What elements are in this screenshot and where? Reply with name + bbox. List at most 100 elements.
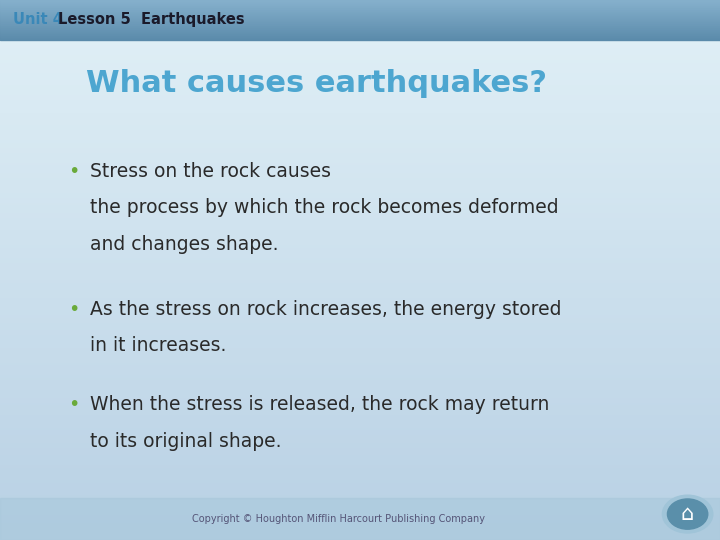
Bar	[0, 526, 720, 530]
Bar	[0, 8, 720, 9]
Bar	[0, 354, 720, 357]
Bar	[0, 396, 720, 400]
Bar	[0, 427, 720, 430]
Bar	[0, 34, 720, 35]
Bar	[0, 25, 720, 26]
Bar	[0, 11, 720, 12]
Bar	[0, 531, 720, 535]
Bar	[0, 122, 720, 125]
Bar	[0, 76, 720, 80]
Bar	[0, 79, 720, 83]
Bar	[0, 522, 720, 525]
Bar	[0, 15, 720, 16]
Bar	[0, 294, 720, 298]
Bar	[0, 419, 720, 422]
Bar	[0, 9, 720, 10]
Text: •: •	[68, 300, 80, 319]
Bar	[0, 7, 720, 8]
Bar	[0, 461, 720, 465]
Bar	[0, 379, 720, 382]
Bar	[0, 511, 720, 515]
Bar	[0, 274, 720, 278]
Text: •: •	[68, 162, 80, 181]
Bar	[0, 12, 720, 14]
Bar	[0, 157, 720, 160]
Bar	[0, 0, 720, 1]
Text: What causes earthquakes?: What causes earthquakes?	[86, 69, 547, 98]
Bar	[0, 284, 720, 287]
Bar	[0, 299, 720, 302]
Bar	[0, 441, 720, 445]
Bar	[0, 124, 720, 127]
Bar	[0, 38, 720, 39]
Bar	[0, 17, 720, 18]
Bar	[0, 314, 720, 318]
Bar	[0, 344, 720, 347]
Bar	[0, 17, 720, 19]
Bar	[0, 5, 720, 6]
Bar	[0, 482, 720, 485]
Bar	[0, 189, 720, 192]
Bar	[0, 44, 720, 48]
Bar	[0, 484, 720, 488]
Bar	[0, 306, 720, 310]
Bar	[0, 109, 720, 112]
Bar	[0, 199, 720, 202]
Circle shape	[667, 499, 708, 529]
Bar	[0, 404, 720, 408]
Bar	[0, 166, 720, 170]
Bar	[0, 507, 720, 510]
Bar	[0, 249, 720, 253]
Bar	[0, 126, 720, 130]
Bar	[0, 35, 720, 36]
Bar	[0, 3, 720, 4]
Bar	[0, 144, 720, 147]
Bar	[0, 2, 720, 3]
Bar	[0, 27, 720, 28]
Bar	[0, 341, 720, 345]
Bar	[0, 214, 720, 218]
Bar	[0, 30, 720, 31]
Bar	[0, 10, 720, 11]
Bar	[0, 24, 720, 25]
Bar	[0, 84, 720, 87]
Bar	[0, 146, 720, 150]
Bar	[0, 439, 720, 442]
Bar	[0, 401, 720, 405]
Bar	[0, 1, 720, 2]
Bar	[0, 31, 720, 32]
Bar	[0, 151, 720, 155]
Bar	[0, 221, 720, 225]
Bar	[0, 33, 720, 35]
Bar	[0, 8, 720, 9]
Text: Lesson 5  Earthquakes: Lesson 5 Earthquakes	[58, 12, 244, 28]
Bar	[0, 259, 720, 262]
Bar	[0, 252, 720, 255]
Bar	[0, 39, 720, 40]
Bar	[0, 104, 720, 107]
Bar	[0, 181, 720, 185]
Bar	[0, 131, 720, 135]
Bar	[0, 0, 720, 1]
Bar	[0, 254, 720, 258]
Bar	[0, 374, 720, 377]
Bar	[0, 14, 720, 15]
Bar	[0, 356, 720, 360]
Bar	[0, 29, 720, 30]
Bar	[0, 134, 720, 138]
Bar	[0, 384, 720, 388]
Bar	[0, 111, 720, 115]
Bar	[0, 37, 720, 38]
Bar	[0, 364, 720, 368]
Bar	[0, 304, 720, 307]
Bar	[0, 269, 720, 273]
Bar	[0, 326, 720, 330]
Bar	[0, 301, 720, 305]
Bar	[0, 64, 720, 68]
Bar	[0, 179, 720, 183]
Bar	[0, 3, 720, 5]
Bar	[0, 289, 720, 293]
Bar	[0, 42, 720, 45]
Bar	[0, 272, 720, 275]
Bar	[0, 436, 720, 440]
